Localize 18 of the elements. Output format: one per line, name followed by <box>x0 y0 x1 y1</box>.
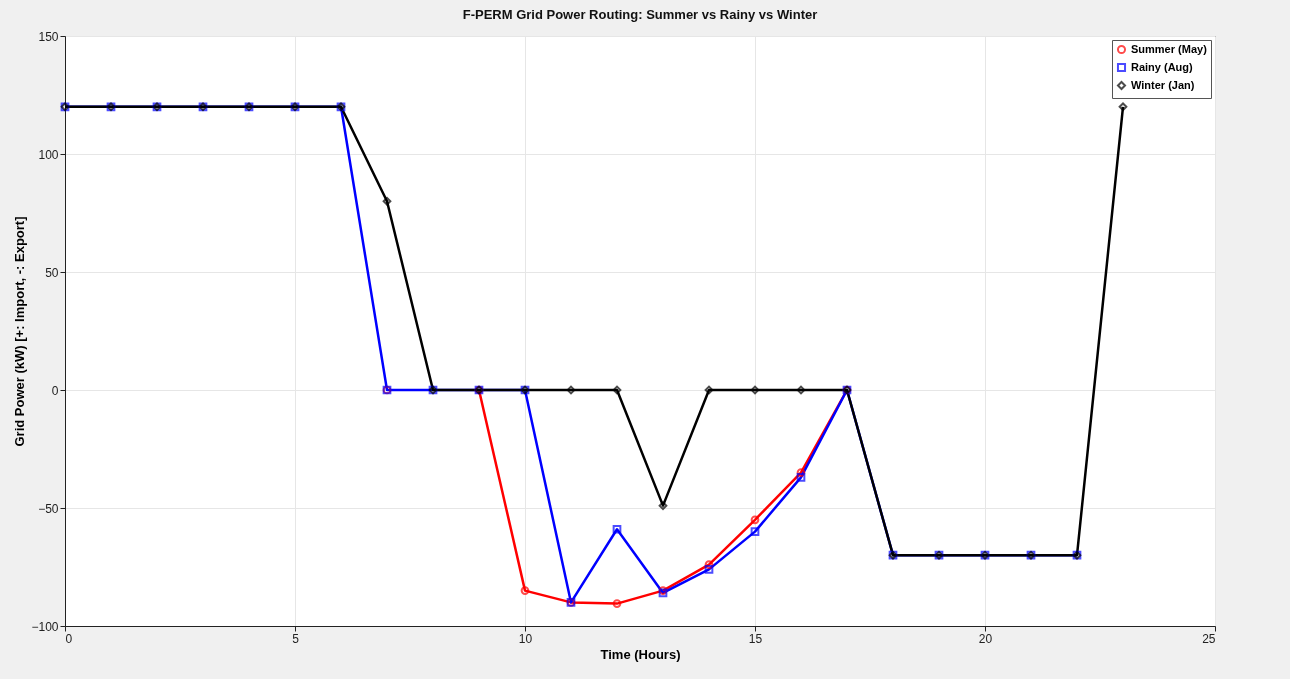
x-tick-label: 25 <box>1202 631 1216 646</box>
y-tick-label: −100 <box>31 619 59 634</box>
legend-label: Winter (Jan) <box>1131 78 1195 91</box>
y-tick-label: 150 <box>38 29 59 44</box>
legend-label: Rainy (Aug) <box>1131 60 1194 73</box>
x-axis-title: Time (Hours) <box>600 646 681 662</box>
y-tick-label: 50 <box>45 265 59 280</box>
x-tick-label: 0 <box>65 631 73 646</box>
x-tick-label: 10 <box>518 631 533 646</box>
chart-title: F-PERM Grid Power Routing: Summer vs Rainy vs Winter <box>462 7 818 22</box>
x-tick-label: 20 <box>978 631 993 646</box>
x-tick-label: 5 <box>292 631 300 646</box>
y-axis-title: Grid Power (kW) [+: Import, -: Export] <box>12 216 28 447</box>
y-tick-label: −50 <box>38 501 59 516</box>
y-tick-label: 100 <box>38 147 59 162</box>
legend-label: Summer (May) <box>1131 42 1208 55</box>
y-tick-label: 0 <box>51 383 59 398</box>
x-tick-label: 15 <box>748 631 763 646</box>
